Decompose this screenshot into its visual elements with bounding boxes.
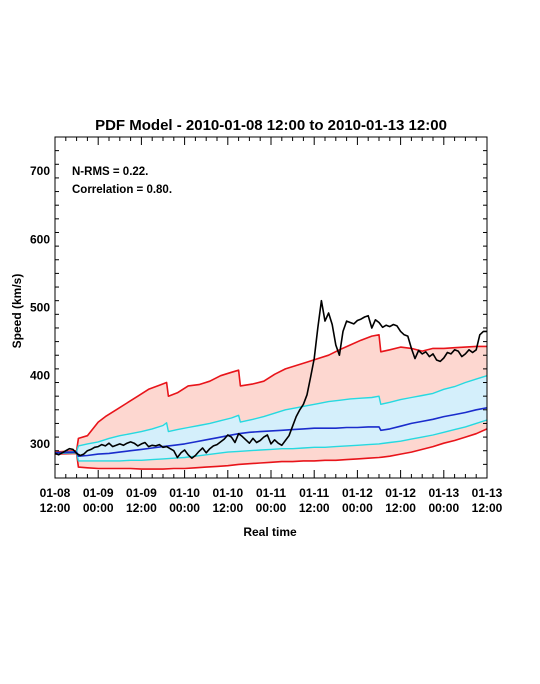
- x-tick-label-date: 01-12: [385, 486, 416, 500]
- x-tick-label-date: 01-11: [256, 486, 286, 500]
- x-tick-label-date: 01-09: [126, 486, 157, 500]
- series-line-median: [54, 407, 488, 458]
- y-tick-label: 400: [30, 369, 50, 383]
- series-line-outer-lower: [54, 428, 488, 470]
- x-axis: 01-0812:0001-0900:0001-0912:0001-1000:00…: [40, 137, 503, 515]
- x-tick-label-time: 00:00: [342, 501, 373, 515]
- annotation-nrms: N-RMS = 0.22.: [72, 166, 148, 178]
- x-tick-label-date: 01-08: [40, 486, 71, 500]
- x-tick-label-time: 12:00: [385, 501, 416, 515]
- series-line-inner-lower: [54, 419, 488, 462]
- y-axis-label: Speed (km/s): [10, 274, 24, 349]
- x-tick-label-date: 01-13: [472, 486, 503, 500]
- x-tick-label-time: 12:00: [472, 501, 503, 515]
- plot-frame: [54, 136, 488, 479]
- x-tick-label-date: 01-13: [428, 486, 459, 500]
- x-tick-label-time: 12:00: [212, 501, 243, 515]
- chart-title: PDF Model - 2010-01-08 12:00 to 2010-01-…: [95, 117, 447, 134]
- x-axis-label: Real time: [243, 525, 297, 539]
- x-tick-label-date: 01-10: [169, 486, 200, 500]
- x-tick-label-time: 00:00: [83, 501, 114, 515]
- x-tick-label-date: 01-10: [212, 486, 243, 500]
- x-tick-label-date: 01-09: [83, 486, 114, 500]
- y-tick-label: 700: [30, 164, 50, 178]
- x-tick-label-time: 12:00: [299, 501, 330, 515]
- x-tick-label-time: 12:00: [126, 501, 157, 515]
- y-tick-label: 500: [30, 301, 50, 315]
- series-line-observed: [54, 299, 487, 460]
- x-tick-label-date: 01-11: [299, 486, 329, 500]
- y-tick-label: 600: [30, 232, 50, 246]
- annotation-correlation: Correlation = 0.80.: [72, 184, 172, 196]
- y-tick-label: 300: [30, 437, 50, 451]
- series-line-inner-upper: [54, 375, 488, 454]
- x-tick-label-time: 00:00: [169, 501, 200, 515]
- x-tick-label-date: 01-12: [342, 486, 373, 500]
- x-tick-label-time: 00:00: [256, 501, 287, 515]
- plot-area: [54, 299, 488, 470]
- y-axis: 300 400 500 600 700: [30, 136, 487, 479]
- x-tick-label-time: 12:00: [40, 501, 71, 515]
- x-tick-label-time: 00:00: [428, 501, 459, 515]
- series-line-outer-upper: [54, 333, 487, 453]
